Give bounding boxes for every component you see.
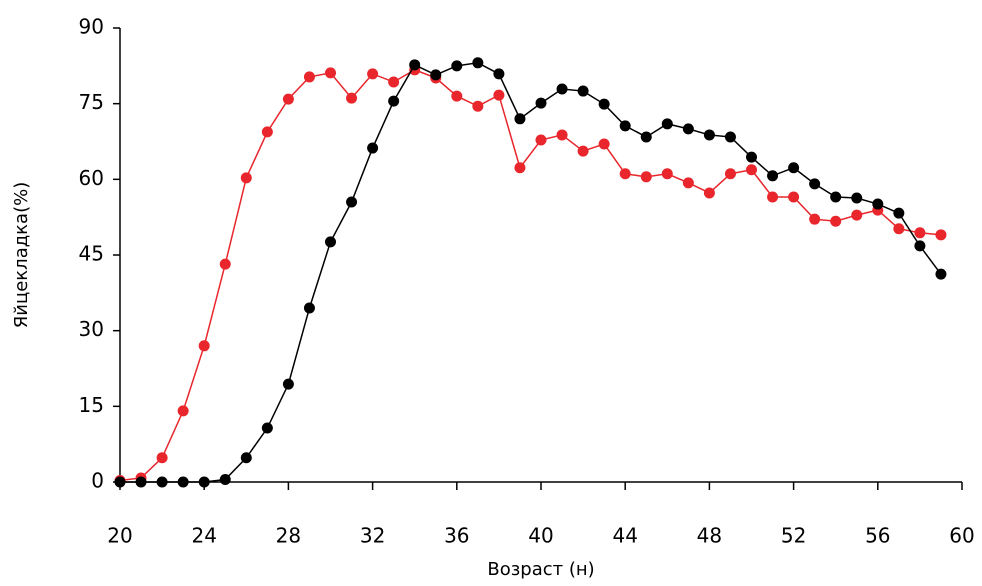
data-point [346, 92, 358, 104]
data-point [556, 129, 568, 141]
data-point [303, 71, 315, 83]
data-point [156, 476, 168, 488]
data-point [388, 76, 400, 88]
data-point [724, 131, 736, 143]
data-point [577, 85, 589, 97]
x-tick-label: 56 [865, 524, 890, 548]
series-line [119, 69, 942, 482]
data-point [830, 191, 842, 203]
data-point [746, 164, 757, 176]
data-point [451, 60, 463, 72]
data-point [472, 57, 484, 69]
x-tick-label: 52 [781, 524, 806, 548]
y-tick-label: 15 [79, 393, 104, 417]
data-point [514, 113, 526, 125]
data-point [535, 97, 547, 109]
data-point [261, 126, 273, 138]
data-point [219, 473, 231, 485]
data-point [935, 229, 947, 241]
data-point [367, 68, 379, 80]
data-point [682, 177, 694, 189]
data-point [156, 452, 168, 464]
data-point [114, 476, 126, 488]
data-point [809, 213, 821, 225]
data-point [893, 223, 905, 235]
x-axis-title: Возраст (н) [487, 559, 594, 580]
data-point [788, 191, 800, 203]
data-point [535, 134, 547, 146]
data-point [177, 405, 189, 417]
data-point [409, 59, 421, 71]
data-point [282, 93, 294, 105]
data-point [219, 258, 231, 270]
data-point [240, 172, 252, 184]
data-point [661, 118, 673, 130]
data-point [198, 340, 210, 352]
data-point [556, 83, 568, 95]
data-point [282, 378, 294, 390]
data-point [346, 196, 358, 208]
data-point [598, 98, 610, 110]
data-point [577, 145, 589, 157]
data-point [135, 476, 147, 488]
x-tick-label: 20 [107, 524, 132, 548]
y-tick-label: 0 [91, 469, 104, 493]
data-point [472, 100, 484, 112]
data-point [767, 170, 779, 182]
data-point [303, 302, 315, 314]
data-point [261, 422, 273, 434]
data-point [514, 162, 526, 174]
x-tick-label: 60 [949, 524, 974, 548]
data-point [851, 192, 863, 204]
y-tick-label: 30 [79, 317, 104, 341]
data-point [746, 151, 757, 163]
data-point [619, 168, 631, 180]
data-point [388, 95, 400, 107]
data-point [640, 171, 652, 183]
data-point [914, 240, 926, 252]
x-tick-label: 44 [612, 524, 637, 548]
data-point [767, 191, 779, 203]
data-point [430, 69, 442, 81]
data-point [830, 215, 842, 227]
x-tick-label: 28 [276, 524, 301, 548]
data-point [872, 198, 884, 210]
data-point [703, 187, 715, 199]
data-point [788, 162, 800, 174]
y-tick-label: 60 [79, 166, 104, 190]
y-axis-title: Яйцекладка(%) [11, 182, 32, 328]
data-point [724, 168, 736, 180]
data-point [198, 476, 210, 488]
data-point [703, 129, 715, 141]
data-point [240, 452, 252, 464]
data-point [914, 227, 926, 239]
data-point [325, 236, 336, 248]
data-point [640, 131, 652, 143]
data-point [935, 268, 947, 280]
series-line [120, 62, 942, 483]
data-point [851, 209, 863, 221]
y-tick-label: 45 [79, 242, 104, 266]
y-tick-label: 75 [79, 90, 104, 114]
x-tick-label: 32 [360, 524, 385, 548]
data-point [451, 90, 463, 102]
data-point [177, 476, 189, 488]
data-point [809, 178, 821, 190]
data-point [325, 67, 336, 79]
data-point [598, 138, 610, 150]
data-point [682, 123, 694, 135]
x-tick-label: 24 [191, 524, 216, 548]
x-tick-label: 48 [697, 524, 722, 548]
x-tick-label: 36 [444, 524, 469, 548]
data-point [493, 89, 505, 101]
data-point [493, 68, 505, 80]
data-point [661, 168, 673, 180]
data-point [893, 207, 905, 219]
data-point [619, 120, 631, 132]
data-point [367, 142, 379, 154]
x-tick-label: 40 [528, 524, 553, 548]
y-tick-label: 90 [79, 15, 104, 39]
